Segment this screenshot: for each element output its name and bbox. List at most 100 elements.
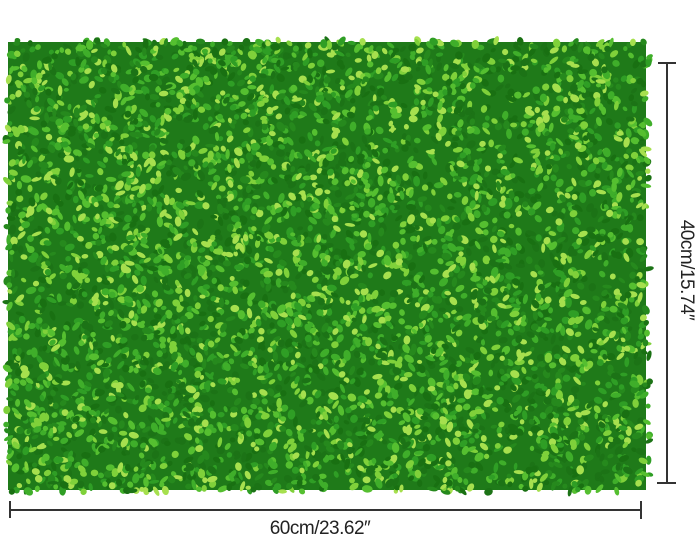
leaf [395,247,400,254]
leaf [29,46,36,53]
leaf [246,430,253,437]
leaf [173,398,180,407]
grass-leaves [2,36,654,497]
leaf [345,300,351,305]
leaf [30,145,38,153]
leaf [585,90,591,97]
leaf [551,210,558,217]
leaf [319,135,324,146]
leaf [163,194,170,206]
leaf [458,251,464,257]
leaf [155,170,162,178]
leaf [308,216,318,225]
leaf [149,94,160,100]
leaf [85,173,94,178]
leaf [356,169,364,179]
leaf [556,442,565,448]
leaf [123,124,130,134]
leaf [642,305,650,315]
leaf [430,67,435,73]
leaf [322,65,327,76]
leaf [201,419,209,428]
leaf [565,69,573,77]
leaf [295,273,302,280]
leaf [406,297,413,304]
leaf [619,401,628,408]
leaf [605,118,613,126]
leaf [399,221,407,228]
leaf [311,441,317,450]
leaf [290,371,296,377]
leaf [574,217,582,226]
leaf [290,166,296,173]
leaf [645,403,651,409]
leaf [498,262,505,270]
leaf [360,287,369,296]
leaf [92,232,100,240]
leaf [35,44,41,50]
leaf [603,430,612,437]
leaf [508,223,515,229]
leaf [189,436,196,445]
leaf [613,288,620,296]
leaf [388,437,397,444]
leaf [389,296,395,303]
leaf [333,202,342,208]
leaf [46,296,57,304]
leaf [134,263,144,272]
leaf [140,334,148,342]
leaf [151,39,158,48]
leaf [644,174,652,182]
leaf [396,61,403,69]
leaf [156,205,162,215]
leaf [484,488,493,496]
leaf [568,134,580,140]
leaf [422,289,430,295]
leaf [131,142,138,150]
leaf [632,398,639,408]
leaf [577,163,586,172]
leaf [202,202,210,210]
leaf [151,189,159,197]
leaf [173,67,180,73]
leaf [142,38,149,50]
leaf [468,238,477,247]
leaf [334,189,343,198]
leaf [491,297,499,303]
leaf [436,62,443,71]
leaf [278,193,285,203]
leaf [7,121,13,127]
leaf [511,376,522,386]
leaf [6,234,11,245]
leaf [215,194,222,200]
leaf [354,58,362,63]
leaf [217,485,228,493]
leaf [144,183,152,191]
leaf [209,121,218,129]
leaf [482,255,491,265]
leaf [24,320,30,331]
leaf [548,231,557,236]
leaf [586,400,595,409]
leaf [177,49,185,56]
leaf [355,431,365,437]
leaf [368,263,378,269]
leaf [195,38,206,45]
leaf [54,49,60,55]
leaf [190,337,196,342]
leaf [543,479,550,486]
leaf [62,331,66,342]
leaf [420,212,428,219]
leaf [410,50,416,57]
leaf [403,58,411,68]
leaf [301,192,307,201]
leaf [96,276,103,283]
leaf [514,359,525,366]
leaf [602,316,610,324]
leaf [577,69,589,74]
leaf [468,461,476,469]
leaf [191,276,199,286]
leaf [522,92,531,98]
leaf [252,397,261,406]
leaf [553,71,561,79]
